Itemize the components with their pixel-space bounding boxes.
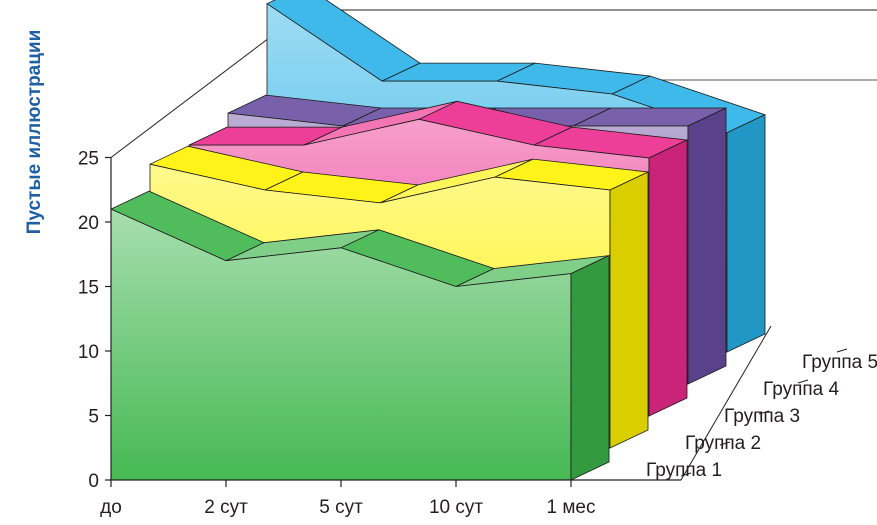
series-1-label: Группа 1 (646, 460, 722, 481)
series-2-end-face (609, 171, 649, 449)
series-3-end-face (648, 139, 688, 417)
depth-axis-line (680, 325, 772, 481)
series-5-label: Группа 5 (802, 352, 877, 373)
series-ribbons: Группа 5 Группа 4 Группа 3 Группа 2 Группа 1 (110, 0, 877, 481)
y-tick-label: 20 (78, 213, 99, 234)
axes: 0 5 10 15 20 25 до 2 сут 5 сут 10 сут 1 мес (78, 149, 848, 518)
x-tick-label: 1 мес (547, 497, 596, 518)
series-4-label: Группа 4 (763, 379, 839, 400)
y-tick-label: 10 (78, 342, 99, 363)
x-tick-label: 5 сут (319, 497, 363, 518)
series-1-ribbon: Группа 1 (110, 190, 722, 481)
y-tick-label: 5 (88, 407, 99, 428)
x-tick-label: 10 сут (429, 497, 483, 518)
y-tick-label: 15 (78, 278, 99, 299)
y-tick-label: 25 (78, 149, 99, 170)
depth-tick (836, 348, 848, 353)
depth-tick (719, 441, 731, 446)
x-tick-label: 2 сут (204, 497, 248, 518)
depth-tick (758, 410, 770, 415)
depth-tick (797, 379, 809, 384)
series-2-label: Группа 2 (685, 433, 761, 454)
y-tick-label: 0 (88, 471, 99, 492)
series-4-end-face (687, 107, 727, 385)
depth-tick (680, 472, 692, 477)
x-tick-label: до (100, 497, 122, 518)
series-3-label: Группа 3 (724, 406, 800, 427)
series-5-end-face (726, 114, 766, 353)
y-axis-title: Пустые иллюстрации (24, 30, 45, 235)
series-1-end-face (570, 254, 610, 481)
